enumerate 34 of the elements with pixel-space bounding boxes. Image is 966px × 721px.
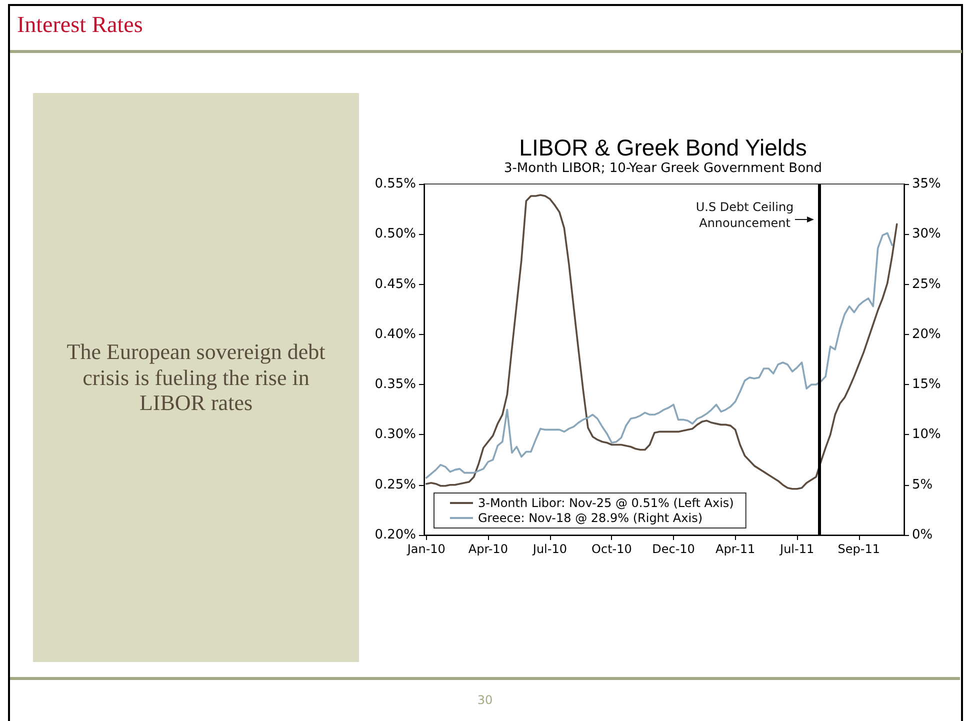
x-tick-label: Jan-10 (406, 542, 446, 556)
y-tick-label: 0.45% (374, 276, 416, 292)
y2-tick-label: 5% (912, 477, 933, 492)
y-tick-label: 0.20% (374, 528, 416, 542)
y-tick-label: 0.35% (374, 377, 416, 392)
y2-tick-label: 0% (912, 528, 933, 542)
x-tick-label: Apr-10 (468, 542, 508, 556)
y2-tick-label: 10% (912, 427, 941, 442)
x-tick-label: Sep-11 (838, 542, 880, 556)
y2-tick-label: 25% (912, 276, 941, 292)
x-tick-label: Oct-10 (592, 542, 632, 556)
text: Interest Rates (17, 12, 143, 38)
x-tick-label: Jul-11 (779, 542, 814, 556)
y-tick-label: 0.30% (374, 427, 416, 442)
x-tick-label: Jul-10 (532, 542, 567, 556)
line-series (425, 232, 894, 479)
line-series (425, 194, 898, 490)
y-tick-label: 0.55% (374, 176, 416, 192)
text: 30 (476, 693, 494, 707)
chart-subtitle: 3-Month LIBOR; 10-Year Greek Government Bond (504, 161, 822, 176)
ref-line-label: U.S Debt Ceiling Announcement (694, 200, 795, 231)
y2-tick-label: 30% (912, 226, 941, 242)
y2-tick-label: 35% (912, 176, 941, 192)
legend-label: Greece: Nov-18 @ 28.9% (Right Axis) (478, 511, 703, 525)
y-tick-label: 0.50% (374, 226, 416, 242)
x-tick-label: Apr-11 (715, 542, 756, 556)
y2-tick-label: 20% (912, 326, 941, 342)
chart-title: LIBOR & Greek Bond Yields (519, 134, 807, 160)
legend-label: 3-Month Libor: Nov-25 @ 0.51% (Left Axis) (478, 496, 734, 510)
y-tick-label: 0.25% (374, 477, 416, 492)
text: The European sovereign debt crisis is fueling the rise in LIBOR rates (66, 339, 326, 416)
y-tick-label: 0.40% (374, 326, 416, 342)
x-tick-label: Dec-10 (652, 542, 695, 556)
y2-tick-label: 15% (912, 377, 941, 392)
